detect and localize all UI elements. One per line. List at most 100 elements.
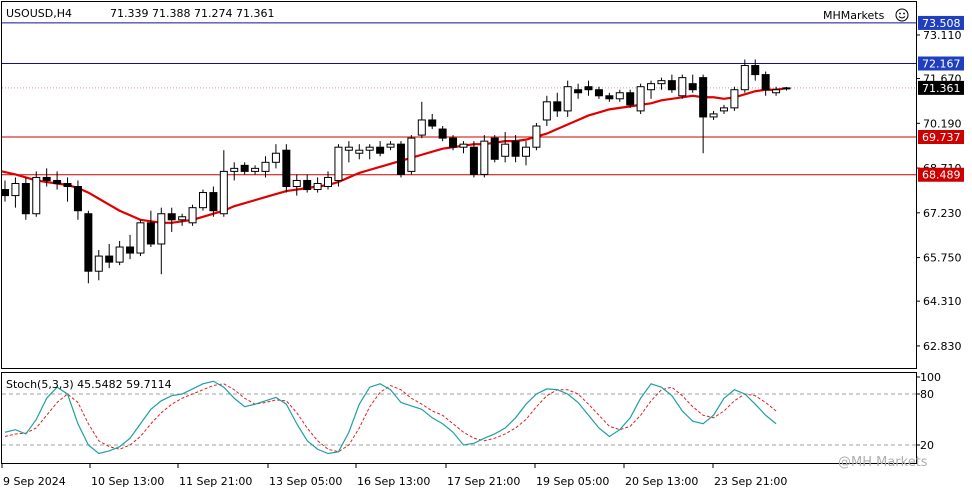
time-axis: 9 Sep 2024 10 Sep 13:00 11 Sep 21:00 13 Sep… xyxy=(1,464,787,488)
stoch-label: Stoch(5,3,3) 45.5482 59.7114 xyxy=(6,378,172,391)
svg-text:68.489: 68.489 xyxy=(922,169,961,182)
candle xyxy=(230,162,239,181)
candle xyxy=(188,204,197,226)
price-tick-label: 67.230 xyxy=(923,207,962,220)
candle xyxy=(105,243,114,269)
main-panel-frame xyxy=(1,1,917,369)
candle xyxy=(396,141,405,178)
horizontal-levels xyxy=(2,22,916,176)
candle xyxy=(626,89,635,108)
candle xyxy=(605,92,614,102)
candle xyxy=(761,71,770,96)
candle xyxy=(636,83,645,114)
candle xyxy=(667,74,676,93)
candle xyxy=(282,144,291,193)
time-tick-label: 17 Sep 21:00 xyxy=(447,475,520,488)
candle xyxy=(84,210,93,284)
candle xyxy=(782,87,791,91)
time-tick-label: 13 Sep 05:00 xyxy=(269,475,342,488)
ohlc-readout: 71.339 71.388 71.274 71.361 xyxy=(110,7,274,20)
level-tag-1: 72.167 xyxy=(918,56,964,71)
stoch-main-line xyxy=(4,380,777,455)
candle xyxy=(63,177,72,202)
candle xyxy=(428,113,437,130)
level-tag-0: 73.508 xyxy=(918,15,964,30)
candle xyxy=(53,171,62,190)
candle xyxy=(480,135,489,178)
candle xyxy=(1,180,9,202)
time-tick-label: 16 Sep 13:00 xyxy=(357,475,430,488)
time-tick-label: 19 Sep 05:00 xyxy=(536,475,609,488)
candle xyxy=(386,141,395,151)
price-tick-label: 62.830 xyxy=(923,340,962,353)
candle xyxy=(376,141,385,157)
price-tick-label: 70.190 xyxy=(923,117,962,130)
time-tick-label: 20 Sep 13:00 xyxy=(625,475,698,488)
level-tag-3: 68.489 xyxy=(918,167,964,182)
candle xyxy=(209,186,218,217)
candle xyxy=(344,141,353,163)
candle xyxy=(126,234,135,260)
candle xyxy=(459,141,468,154)
candle xyxy=(449,135,458,151)
broker-name: MHMarkets xyxy=(823,9,885,22)
candle xyxy=(615,89,624,102)
candle xyxy=(657,77,666,90)
candle xyxy=(136,219,145,257)
stoch-axis: 100 80 20 xyxy=(916,371,941,452)
candle xyxy=(719,104,728,114)
candle xyxy=(219,150,228,217)
candle xyxy=(751,59,760,81)
price-tick-label: 65.750 xyxy=(923,252,962,265)
candle xyxy=(334,144,343,187)
candle xyxy=(532,122,541,151)
candle xyxy=(240,162,249,175)
candle xyxy=(594,86,603,99)
candle xyxy=(313,177,322,193)
candle xyxy=(271,144,280,169)
candle xyxy=(365,144,374,160)
price-axis: 73.11071.67070.19068.71067.23065.75064.3… xyxy=(916,29,962,353)
candle xyxy=(522,141,530,166)
candle xyxy=(146,210,155,248)
candle xyxy=(167,207,176,232)
candle xyxy=(73,180,82,220)
candle xyxy=(584,80,593,96)
candle xyxy=(407,135,416,175)
svg-text:72.167: 72.167 xyxy=(922,57,961,70)
candle xyxy=(772,86,781,96)
stoch-tick-label: 20 xyxy=(920,439,934,452)
candle xyxy=(699,74,708,154)
candle xyxy=(157,207,166,275)
smiley-icon xyxy=(895,8,909,22)
stochastic-lines xyxy=(2,380,916,455)
candle xyxy=(292,174,301,196)
candle xyxy=(417,101,426,139)
candle xyxy=(438,126,447,142)
svg-text:71.361: 71.361 xyxy=(922,82,961,95)
candle xyxy=(647,80,656,99)
candle xyxy=(42,168,51,187)
candle xyxy=(574,83,583,99)
candle xyxy=(490,135,499,163)
candle xyxy=(32,171,41,217)
candle xyxy=(355,144,364,160)
watermark-text: @MH Markets xyxy=(838,455,928,470)
candle xyxy=(21,177,30,220)
candles xyxy=(1,59,791,284)
candle xyxy=(542,95,551,127)
candle xyxy=(11,177,20,208)
candle xyxy=(563,80,572,117)
candle xyxy=(115,240,124,266)
candle xyxy=(94,250,103,281)
candle xyxy=(553,92,562,117)
candle xyxy=(251,165,260,175)
candle xyxy=(303,174,312,193)
time-tick-label: 9 Sep 2024 xyxy=(3,475,66,488)
candle xyxy=(178,213,187,226)
price-tags: 73.508 72.167 69.737 68.489 71.361 xyxy=(918,15,964,182)
stoch-tick-label: 100 xyxy=(920,371,941,384)
candle xyxy=(198,189,207,211)
stoch-signal-line xyxy=(4,383,777,453)
